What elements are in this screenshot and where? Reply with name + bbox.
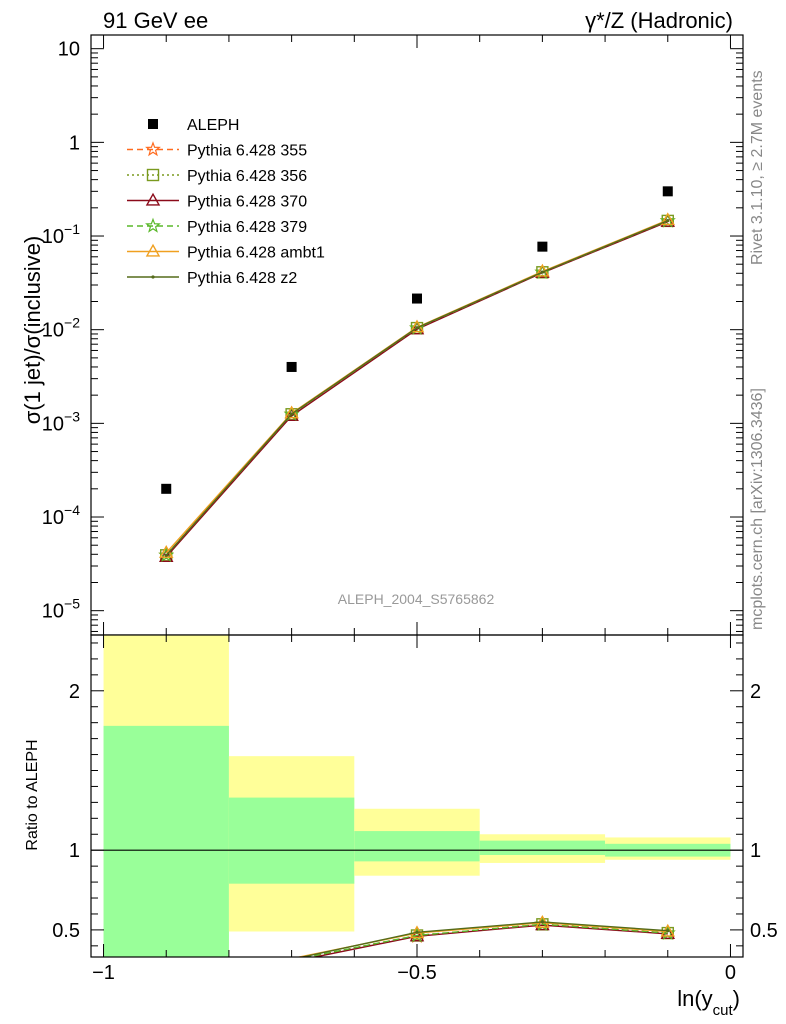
main-y-tick-label-base: 10 <box>42 413 64 435</box>
legend-label-pythia-6-428-ambt1: Pythia 6.428 ambt1 <box>187 245 325 262</box>
main-data-layer <box>158 186 676 563</box>
rivet-version-label: Rivet 3.1.10, ≥ 2.7M events <box>749 70 766 265</box>
legend-entry-aleph: ALEPH <box>148 117 239 134</box>
legend-marker-pythia-6-428-z2 <box>151 275 155 279</box>
legend-label-pythia-6-428-z2: Pythia 6.428 z2 <box>187 270 297 287</box>
main-point-pythia-6-428-z2-3 <box>540 270 544 274</box>
main-y-tick-label-3: 10−2 <box>42 315 80 342</box>
legend-marker-pythia-6-428-379 <box>145 217 161 233</box>
ratio-band-inner-2 <box>354 831 480 862</box>
legend-label-aleph: ALEPH <box>187 117 239 134</box>
main-point-aleph-1 <box>286 361 297 372</box>
ratio-axis-layer: 0.5 0.5 1 1 2 2 −1 −0.5 0 <box>52 635 778 984</box>
main-point-aleph-3 <box>537 241 548 252</box>
ratio-point-pythia-6-428-z2-2 <box>415 930 419 934</box>
main-y-tick-label-6: 10 <box>58 39 80 61</box>
legend-entry-pythia-6-428-370: Pythia 6.428 370 <box>127 192 307 211</box>
main-y-tick-label-base: 1 <box>69 132 80 154</box>
ratio-y-tick-label-left-2: 2 <box>69 681 80 703</box>
ratio-y-tick-label-left-0: 0.5 <box>52 920 80 942</box>
main-y-tick-label-1: 10−4 <box>42 502 80 529</box>
legend: ALEPH Pythia 6.428 355 Pythia 6.428 356 Pyt… <box>127 117 325 287</box>
ratio-y-tick-label-right-0: 0.5 <box>750 920 778 942</box>
main-y-tick-label-exp: −2 <box>64 315 80 331</box>
main-y-tick-label-base: 10 <box>42 601 64 623</box>
ratio-band-layer <box>91 635 743 957</box>
legend-label-pythia-6-428-370: Pythia 6.428 370 <box>187 194 307 211</box>
ratio-y-tick-label-right-2: 2 <box>750 681 761 703</box>
ratio-band-inner-3 <box>479 840 606 855</box>
ratio-data-layer <box>295 914 676 957</box>
main-y-tick-label-2: 10−3 <box>42 408 80 435</box>
ratio-point-pythia-6-428-z2-3 <box>540 920 544 924</box>
main-series-pythia-6-428-379 <box>158 212 676 563</box>
main-series-pythia-6-428-370 <box>158 214 676 563</box>
legend-marker-pythia-6-428-370 <box>145 192 161 206</box>
main-y-tick-label-exp: −1 <box>64 221 80 237</box>
ratio-y-tick-label-left-1: 1 <box>69 840 80 862</box>
x-tick-label-0: −1 <box>92 962 115 984</box>
mcplots-label: mcplots.cern.ch [arXiv:1306.3436] <box>749 388 766 630</box>
legend-entry-pythia-6-428-379: Pythia 6.428 379 <box>127 217 307 236</box>
main-point-pythia-6-428-379-4 <box>659 212 676 228</box>
ratio-panel: 0.5 0.5 1 1 2 2 −1 −0.5 0 Ratio to ALEPH ln(ycut… <box>24 634 778 1019</box>
legend-entry-pythia-6-428-z2: Pythia 6.428 z2 <box>127 270 297 287</box>
main-y-tick-label-exp: −4 <box>64 502 80 518</box>
main-y-tick-label-base: 10 <box>42 226 64 248</box>
header-process-label: γ*/Z (Hadronic) <box>585 8 733 33</box>
main-series-pythia-6-428-z2 <box>164 219 670 557</box>
main-y-tick-label-5: 1 <box>69 132 80 154</box>
legend-entry-pythia-6-428-ambt1: Pythia 6.428 ambt1 <box>127 243 325 262</box>
x-axis-title-sub: cut <box>713 1002 734 1019</box>
main-point-aleph-4 <box>662 186 673 197</box>
x-axis-title-main: ln(y <box>677 986 712 1011</box>
main-series-pythia-6-428-ambt1 <box>158 212 676 558</box>
ratio-series-pythia-6-428-z2 <box>299 920 670 957</box>
main-y-axis-title: σ(1 jet)/σ(inclusive) <box>20 236 45 425</box>
main-series-pythia-6-428-355 <box>158 212 676 563</box>
legend-marker-aleph <box>148 119 158 129</box>
header-energy-label: 91 GeV ee <box>103 8 208 33</box>
legend-entry-pythia-6-428-356: Pythia 6.428 356 <box>127 168 307 185</box>
ratio-y-axis-title: Ratio to ALEPH <box>24 739 41 850</box>
main-point-pythia-6-428-379-0 <box>158 546 175 563</box>
main-point-pythia-6-428-z2-4 <box>666 219 670 223</box>
main-y-tick-label-base: 10 <box>42 507 64 529</box>
main-series-aleph <box>161 186 673 494</box>
ratio-point-pythia-6-428-z2-4 <box>666 929 670 933</box>
legend-marker-pythia-6-428-355 <box>145 141 161 157</box>
analysis-id-label: ALEPH_2004_S5765862 <box>338 591 495 607</box>
main-point-pythia-6-428-ambt1-4 <box>660 212 676 226</box>
main-y-tick-label-4: 10−1 <box>42 221 80 248</box>
main-point-pythia-6-428-z2-2 <box>415 326 419 330</box>
main-y-tick-label-exp: −5 <box>64 596 80 612</box>
legend-entry-pythia-6-428-355: Pythia 6.428 355 <box>127 141 307 160</box>
legend-label-pythia-6-428-355: Pythia 6.428 355 <box>187 143 307 160</box>
ratio-band-inner-1 <box>228 797 355 884</box>
main-y-tick-label-exp: −3 <box>64 408 80 424</box>
main-y-tick-label-base: 10 <box>58 39 80 61</box>
legend-marker-pythia-6-428-ambt1 <box>145 243 161 257</box>
x-axis-title-end: ) <box>733 986 740 1011</box>
legend-marker-pythia-6-428-356 <box>146 168 160 182</box>
x-tick-label-2: 0 <box>725 962 736 984</box>
ratio-y-tick-label-right-1: 1 <box>750 840 761 862</box>
legend-label-pythia-6-428-379: Pythia 6.428 379 <box>187 219 307 236</box>
ratio-series-line-pythia-6-428-370 <box>311 924 668 957</box>
x-tick-label-1: −0.5 <box>397 962 436 984</box>
main-point-aleph-2 <box>412 293 422 304</box>
x-axis-title: ln(ycut) <box>677 986 740 1019</box>
legend-label-pythia-6-428-356: Pythia 6.428 356 <box>187 168 307 185</box>
main-y-tick-label-base: 10 <box>42 320 64 342</box>
main-series-pythia-6-428-356 <box>160 214 674 562</box>
main-point-pythia-6-428-z2-1 <box>290 412 294 416</box>
main-y-tick-label-0: 10−5 <box>42 596 80 623</box>
main-point-aleph-0 <box>161 483 172 494</box>
main-point-pythia-6-428-z2-0 <box>164 553 168 557</box>
ratio-band-inner-0 <box>103 725 229 957</box>
ratio-series-line-pythia-6-428-379 <box>304 923 668 957</box>
